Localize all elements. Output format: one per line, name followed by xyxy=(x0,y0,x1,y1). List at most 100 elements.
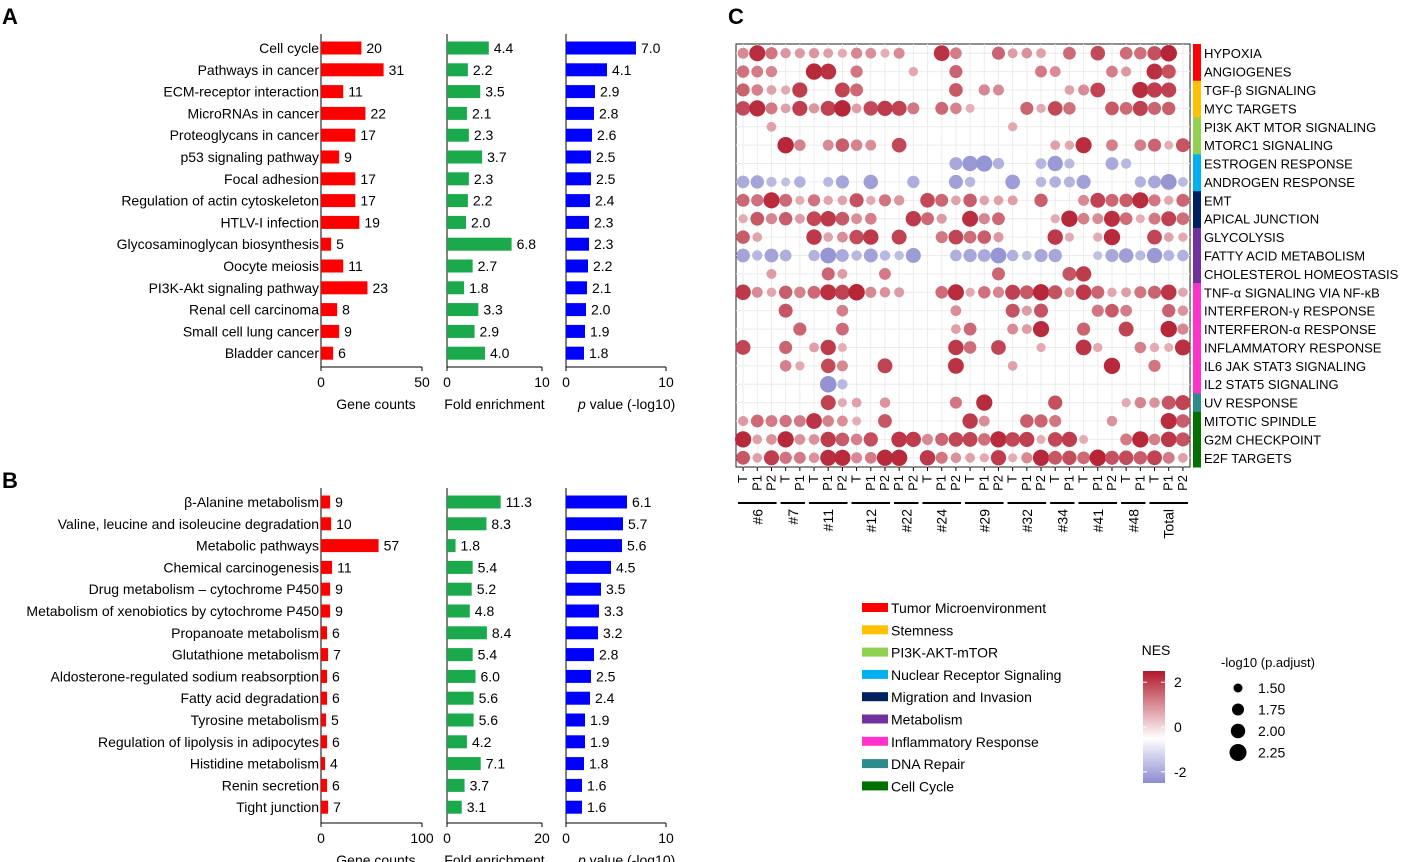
nes-dot xyxy=(863,229,879,245)
category-strip xyxy=(1193,191,1201,211)
nes-dot xyxy=(978,433,991,446)
nes-dot xyxy=(1093,250,1103,261)
nes-dot xyxy=(1093,232,1103,242)
nes-dot xyxy=(1106,415,1118,427)
nes-dot xyxy=(935,193,949,207)
bar xyxy=(447,517,487,531)
category-label: Renal cell carcinoma xyxy=(189,302,319,318)
category-label: Regulation of actin cytoskeleton xyxy=(121,193,319,209)
category-strip xyxy=(1193,356,1201,376)
bar xyxy=(321,215,360,229)
nes-dot xyxy=(1105,193,1119,207)
nes-dot xyxy=(1148,433,1161,446)
data-label: 11 xyxy=(348,258,363,274)
nes-dot xyxy=(806,211,822,227)
bar xyxy=(447,85,481,99)
nes-dot xyxy=(1022,250,1032,261)
nes-dot xyxy=(808,249,820,262)
nes-dot xyxy=(1160,174,1177,190)
category-label: Regulation of lipolysis in adipocytes xyxy=(98,734,319,750)
bar xyxy=(566,626,598,640)
nes-dot xyxy=(765,415,778,427)
nes-dot xyxy=(1090,45,1106,61)
bar xyxy=(447,604,470,618)
sample-label: P2 xyxy=(834,475,849,491)
nes-dot xyxy=(792,100,808,116)
data-label: 2.6 xyxy=(597,127,617,143)
bar xyxy=(566,194,590,208)
nes-dot xyxy=(794,286,806,298)
nes-dot xyxy=(1035,158,1047,169)
nes-dot xyxy=(1075,266,1092,282)
data-label: 11.3 xyxy=(506,494,532,510)
nes-dot xyxy=(936,213,947,224)
nes-dot xyxy=(1146,82,1163,98)
sample-label: T xyxy=(806,475,821,483)
category-strip xyxy=(1193,338,1201,358)
bar xyxy=(447,237,512,251)
bar xyxy=(566,669,591,683)
category-strip xyxy=(1193,393,1201,413)
nes-dot xyxy=(1047,432,1063,447)
nes-dot xyxy=(794,139,806,151)
nes-dot xyxy=(1161,211,1177,227)
bar xyxy=(447,281,465,295)
category-strip xyxy=(1193,80,1201,100)
nes-dot xyxy=(948,174,963,189)
data-label: 6 xyxy=(332,777,340,793)
sample-label: T xyxy=(1076,475,1091,483)
bar xyxy=(566,560,611,574)
pathway-label: ESTROGEN RESPONSE xyxy=(1204,157,1353,172)
bar xyxy=(321,106,366,120)
group-label: #29 xyxy=(976,509,992,533)
nes-dot xyxy=(851,250,862,261)
nes-dot xyxy=(752,250,763,261)
nes-dot xyxy=(1036,434,1046,444)
nes-dot xyxy=(948,339,964,356)
bar xyxy=(566,778,582,792)
nes-dot xyxy=(1007,360,1018,371)
pathway-label: E2F TARGETS xyxy=(1204,451,1292,466)
data-label: 3.7 xyxy=(470,777,490,793)
group-label: #24 xyxy=(934,509,950,533)
x-axis-title: p value (-log10) xyxy=(577,852,675,862)
bar xyxy=(321,517,332,531)
nes-dot xyxy=(1105,157,1119,170)
nes-dot xyxy=(751,194,764,207)
nes-dot xyxy=(820,431,836,448)
data-label: 2.2 xyxy=(593,258,613,274)
nes-dot xyxy=(1163,250,1175,261)
data-label: 5.2 xyxy=(477,581,497,597)
x-tick-label: 20 xyxy=(534,830,550,846)
nes-dot xyxy=(821,267,835,281)
bar xyxy=(447,626,487,640)
bar xyxy=(566,757,584,771)
nes-dot xyxy=(794,434,806,445)
data-label: 17 xyxy=(360,171,376,187)
nes-dot xyxy=(850,139,863,151)
nes-dot xyxy=(963,193,977,208)
data-label: 2.5 xyxy=(596,171,616,187)
nes-dot xyxy=(1075,137,1092,154)
data-label: 20 xyxy=(366,40,382,56)
x-tick-label: 0 xyxy=(562,830,570,846)
nes-dot xyxy=(820,247,837,264)
data-label: 11 xyxy=(337,559,352,575)
data-label: 9 xyxy=(344,149,352,165)
bar xyxy=(447,539,456,553)
nes-dot xyxy=(1050,214,1060,224)
nes-dot xyxy=(852,416,862,426)
bar xyxy=(321,303,338,317)
nes-dot xyxy=(991,267,1005,281)
nes-dot xyxy=(752,434,763,445)
category-legend-swatch xyxy=(862,647,888,657)
bar xyxy=(566,63,607,77)
nes-dot xyxy=(1021,47,1033,59)
nes-dot xyxy=(736,83,750,97)
nes-dot xyxy=(850,433,863,446)
nes-dot xyxy=(1105,101,1119,116)
category-label: β-Alanine metabolism xyxy=(184,494,319,510)
nes-dot xyxy=(1174,339,1191,356)
sample-label: P1 xyxy=(1061,475,1076,491)
data-label: 2.8 xyxy=(599,647,619,663)
